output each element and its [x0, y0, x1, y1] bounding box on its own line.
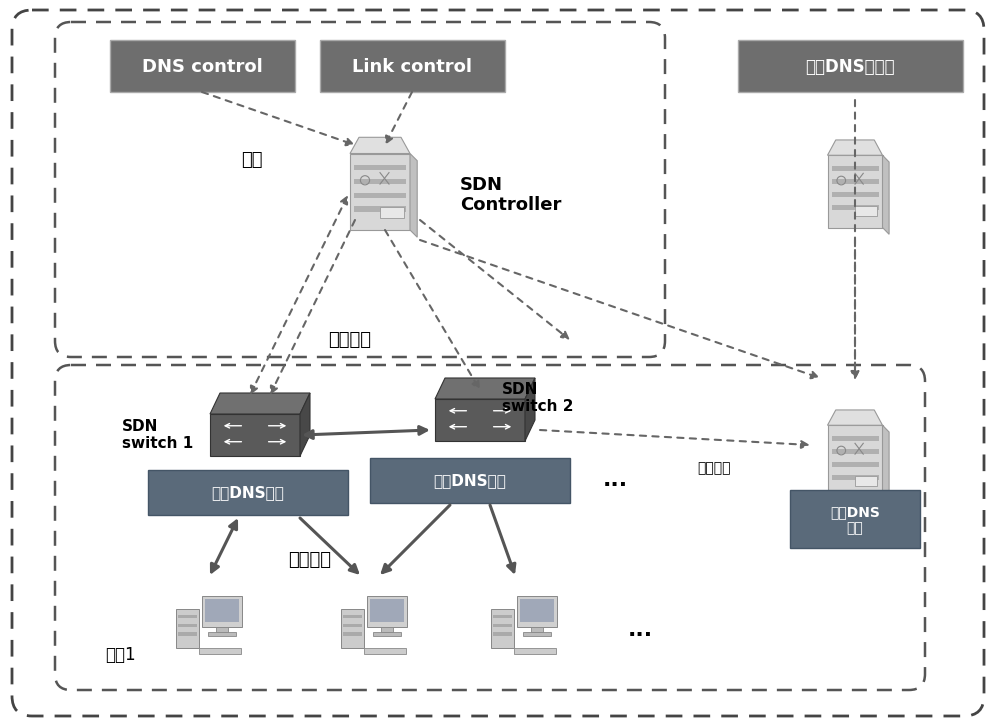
Polygon shape — [525, 378, 535, 441]
Polygon shape — [435, 399, 525, 441]
Bar — [832, 449, 879, 454]
Bar — [341, 609, 364, 649]
Bar — [531, 627, 543, 632]
Bar — [493, 615, 512, 618]
Text: DNS control: DNS control — [142, 58, 262, 76]
Bar — [520, 598, 554, 622]
Bar — [517, 596, 557, 627]
Bar — [832, 436, 879, 441]
Bar — [832, 475, 879, 480]
Bar — [855, 476, 877, 486]
Polygon shape — [350, 138, 410, 154]
Bar — [790, 490, 920, 548]
Bar — [354, 165, 406, 170]
Bar — [320, 40, 505, 92]
Text: SDN
switch 2: SDN switch 2 — [502, 381, 574, 414]
Bar — [354, 179, 406, 184]
Polygon shape — [300, 393, 310, 456]
Bar — [205, 598, 239, 622]
Bar — [198, 648, 241, 654]
Text: 控制通道: 控制通道 — [328, 331, 372, 349]
Bar — [208, 632, 236, 636]
Bar — [523, 632, 551, 636]
Bar — [381, 627, 393, 632]
Bar — [370, 458, 570, 503]
Bar — [738, 40, 963, 92]
Bar — [832, 205, 879, 210]
Bar — [202, 596, 242, 627]
Bar — [364, 648, 406, 654]
Polygon shape — [883, 425, 889, 505]
Bar — [832, 192, 879, 197]
Text: 本地DNS缓存: 本地DNS缓存 — [212, 486, 284, 501]
Bar — [354, 192, 406, 198]
Text: 用户1: 用户1 — [105, 646, 135, 664]
Bar — [491, 609, 514, 649]
Bar — [178, 615, 196, 618]
Text: ...: ... — [602, 470, 628, 490]
Bar — [367, 596, 407, 627]
Bar — [178, 624, 196, 627]
Bar — [343, 615, 362, 618]
Polygon shape — [210, 393, 310, 414]
Bar — [493, 624, 512, 627]
Bar — [832, 179, 879, 184]
Polygon shape — [828, 140, 883, 155]
Text: SDN
Controller: SDN Controller — [460, 175, 561, 215]
Text: 规则: 规则 — [241, 151, 263, 169]
Bar — [373, 632, 401, 636]
Bar — [493, 633, 512, 636]
Text: ...: ... — [627, 620, 653, 640]
Bar — [380, 207, 404, 218]
Polygon shape — [410, 154, 417, 237]
Bar — [343, 633, 362, 636]
Bar — [855, 206, 877, 216]
Bar — [110, 40, 295, 92]
Bar — [832, 462, 879, 467]
Bar — [176, 609, 198, 649]
Bar — [354, 206, 406, 212]
Bar — [832, 166, 879, 171]
Bar — [370, 598, 404, 622]
Polygon shape — [435, 378, 535, 399]
Text: Link control: Link control — [352, 58, 472, 76]
Polygon shape — [883, 155, 889, 234]
Bar — [343, 624, 362, 627]
Text: SDN
switch 1: SDN switch 1 — [122, 419, 193, 451]
Text: 数据通道: 数据通道 — [288, 551, 332, 569]
Bar — [178, 633, 196, 636]
Bar — [828, 155, 883, 227]
Text: 可信DNS服务器: 可信DNS服务器 — [805, 58, 895, 76]
Polygon shape — [828, 410, 883, 425]
Text: 全局DNS
缓存: 全局DNS 缓存 — [830, 505, 880, 535]
Polygon shape — [210, 414, 300, 456]
Bar — [148, 470, 348, 515]
Bar — [828, 425, 883, 497]
Text: 本地DNS缓存: 本地DNS缓存 — [434, 473, 506, 488]
Bar — [514, 648, 556, 654]
Bar — [216, 627, 228, 632]
Text: 加密连接: 加密连接 — [697, 461, 730, 475]
Bar — [350, 154, 410, 230]
